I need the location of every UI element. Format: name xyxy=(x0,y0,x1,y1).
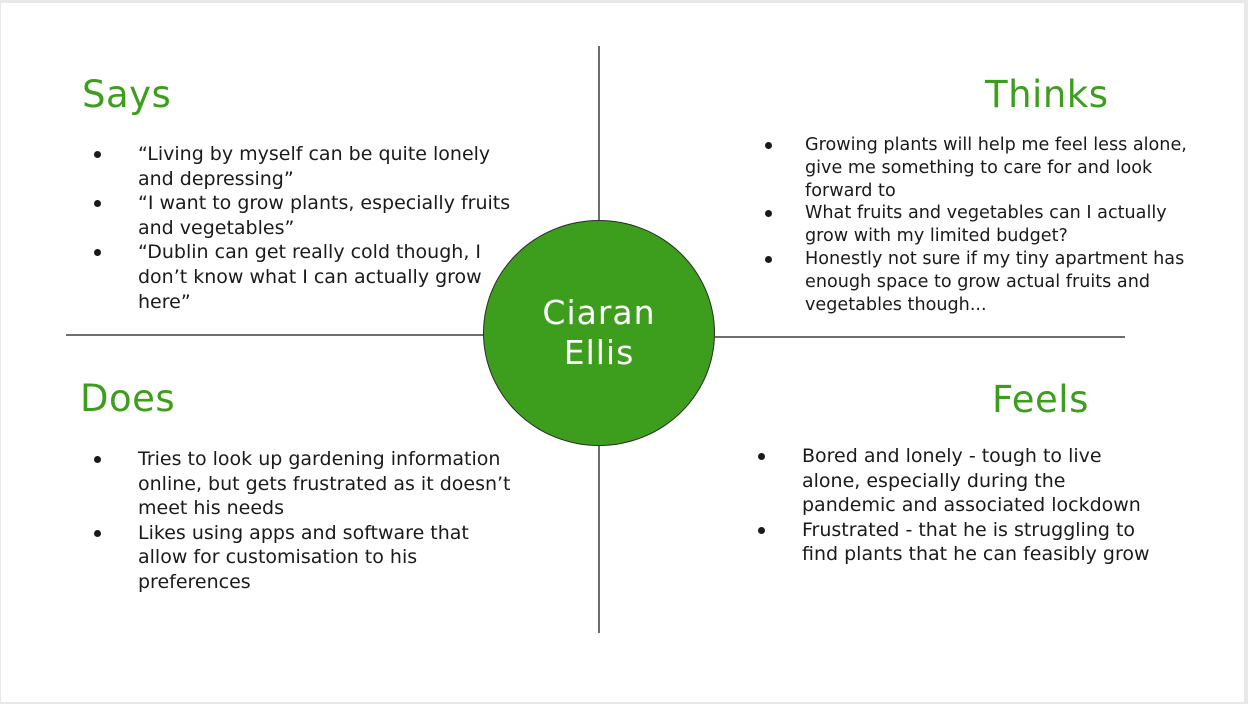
thinks-list: Growing plants will help me feel less al… xyxy=(762,134,1192,316)
feels-heading: Feels xyxy=(992,378,1089,421)
thinks-heading: Thinks xyxy=(985,73,1109,116)
list-item: Tries to look up gardening information o… xyxy=(88,447,518,521)
does-list: Tries to look up gardening information o… xyxy=(88,447,518,595)
list-item: What fruits and vegetables can I actuall… xyxy=(762,202,1192,248)
feels-list: Bored and lonely - tough to live alone, … xyxy=(752,444,1152,567)
persona-last-name: Ellis xyxy=(563,333,635,372)
list-item: Growing plants will help me feel less al… xyxy=(762,134,1192,202)
list-item: Bored and lonely - tough to live alone, … xyxy=(752,444,1152,518)
says-heading: Says xyxy=(82,73,172,116)
horizontal-divider-left xyxy=(66,334,486,336)
list-item: “Living by myself can be quite lonely an… xyxy=(88,142,518,191)
does-heading: Does xyxy=(80,377,176,420)
list-item: Likes using apps and software that allow… xyxy=(88,521,518,595)
persona-circle: Ciaran Ellis xyxy=(483,220,715,446)
list-item: “I want to grow plants, especially fruit… xyxy=(88,191,518,240)
list-item: Frustrated - that he is struggling to fi… xyxy=(752,518,1152,567)
list-item: Honestly not sure if my tiny apartment h… xyxy=(762,248,1192,316)
says-list: “Living by myself can be quite lonely an… xyxy=(88,142,518,314)
empathy-map-slide: Says “Living by myself can be quite lone… xyxy=(1,3,1244,702)
persona-first-name: Ciaran xyxy=(542,293,656,332)
horizontal-divider-right xyxy=(715,336,1125,338)
list-item: “Dublin can get really cold though, I do… xyxy=(88,240,518,314)
